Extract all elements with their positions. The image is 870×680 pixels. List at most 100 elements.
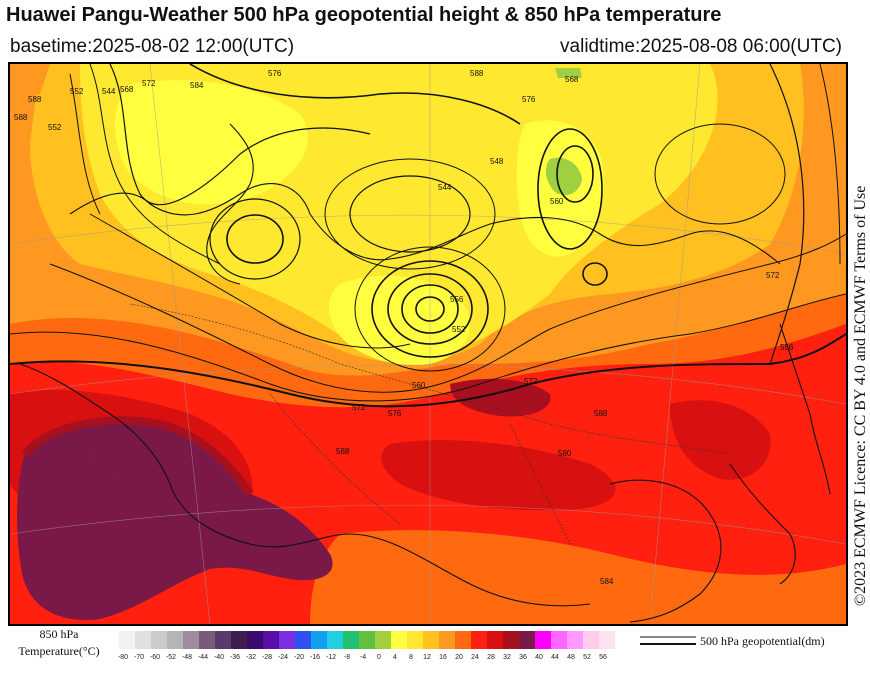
contour-legend-swatch	[640, 636, 696, 645]
validtime-label: validtime:2025-08-08 06:00(UTC)	[560, 36, 842, 57]
temperature-patch-0b	[555, 68, 582, 78]
colorbar-tick-label: -48	[181, 654, 193, 661]
contour-small-cell	[582, 262, 608, 286]
colorbar-tick-label: 40	[535, 654, 543, 661]
colorbar-swatch	[215, 631, 231, 649]
graticule-line	[649, 64, 701, 624]
contour-high-east-inner	[556, 145, 594, 203]
map-canvas: 588 588 568 572 576 584 588 576 568 560 …	[10, 64, 846, 624]
contour-label: 556	[780, 343, 794, 352]
colorbar-swatch	[167, 631, 183, 649]
colorbar-swatch	[135, 631, 151, 649]
colorbar-title-line1: 850 hPa	[39, 627, 79, 641]
contour-north-a	[109, 64, 371, 206]
contour-east-ridge	[769, 64, 805, 365]
colorbar-swatch	[375, 631, 391, 649]
colorbar-title-line2: Temperature(°C)	[18, 644, 100, 658]
colorbar-tick-label: -70	[133, 654, 145, 661]
colorbar-swatch	[567, 631, 583, 649]
geopotential-contours	[10, 64, 846, 408]
coastline	[69, 183, 781, 265]
coastline	[206, 123, 254, 285]
contour-legend-label: 500 hPa geopotential(dm)	[700, 634, 825, 648]
contour-564	[371, 260, 489, 358]
contour-label: 576	[388, 409, 402, 418]
contour-low-west	[209, 198, 301, 280]
colorbar-tick-label: 8	[409, 654, 413, 661]
colorbar-swatch	[359, 631, 375, 649]
colorbar-tick-label: 20	[455, 654, 463, 661]
contour-label: 548	[490, 157, 504, 166]
colorbar-swatch	[535, 631, 551, 649]
contour-label: 584	[600, 577, 614, 586]
contour-584	[10, 293, 846, 402]
contour-label: 568	[120, 85, 134, 94]
contour-north-c	[69, 73, 101, 215]
colorbar-swatch	[151, 631, 167, 649]
contour-label: 544	[438, 183, 452, 192]
colorbar-tick-label: 0	[377, 654, 381, 661]
colorbar-swatch	[231, 631, 247, 649]
colorbar-tick-label: 48	[567, 654, 575, 661]
temperature-patch-24b	[381, 440, 616, 511]
border	[269, 393, 401, 525]
graticule-line	[10, 214, 846, 255]
colorbar-swatch	[247, 631, 263, 649]
graticule-line	[149, 64, 211, 624]
colorbar-tick-label: -28	[261, 654, 273, 661]
contour-556	[401, 284, 459, 334]
colorbar-tick-label: -40	[213, 654, 225, 661]
contour-low-north-inner	[349, 175, 471, 253]
contour-low-north	[324, 158, 496, 270]
contour-label: 576	[268, 69, 282, 78]
colorbar-swatch	[391, 631, 407, 649]
temperature-patch-polar	[10, 64, 50, 104]
contour-north-d	[189, 64, 521, 125]
colorbar-swatch	[599, 631, 615, 649]
colorbar-tick-label: -52	[165, 654, 177, 661]
temperature-patch-24c	[670, 400, 771, 480]
contour-label: 556	[450, 295, 464, 304]
colorbar-tick-label: 32	[503, 654, 511, 661]
colorbar-swatch	[455, 631, 471, 649]
contour-label: 588	[336, 447, 350, 456]
coastline	[729, 463, 796, 585]
colorbar-swatch	[583, 631, 599, 649]
contour-label: 580	[558, 449, 572, 458]
contour-low-west-inner	[226, 214, 284, 264]
colorbar-tick-label: -4	[359, 654, 367, 661]
coastline	[779, 323, 831, 495]
colorbar-tick-label: -12	[325, 654, 337, 661]
contour-label: 588	[594, 409, 608, 418]
colorbar-swatch	[119, 631, 135, 649]
colorbar	[119, 631, 615, 649]
colorbar-tick-label: -60	[149, 654, 161, 661]
chart-title: Huawei Pangu-Weather 500 hPa geopotentia…	[6, 4, 722, 26]
colorbar-tick-label: -16	[309, 654, 321, 661]
contour-north-b	[89, 64, 221, 265]
contour-northeast	[654, 123, 786, 225]
colorbar-swatch	[471, 631, 487, 649]
contour-high-east	[537, 128, 603, 250]
colorbar-tick-label: 44	[551, 654, 559, 661]
colorbar-swatch	[423, 631, 439, 649]
colorbar-swatch	[295, 631, 311, 649]
contour-label: 588	[470, 69, 484, 78]
coastline	[19, 363, 591, 607]
contour-560	[387, 273, 473, 345]
colorbar-tick-label: 36	[519, 654, 527, 661]
basetime-label: basetime:2025-08-02 12:00(UTC)	[10, 36, 295, 57]
colorbar-swatch	[519, 631, 535, 649]
temperature-patch-28	[450, 378, 551, 417]
colorbar-swatch	[551, 631, 567, 649]
license-credit: ©2023 ECMWF Licence: CC BY 4.0 and ECMWF…	[852, 185, 869, 606]
contour-label: 544	[102, 87, 116, 96]
colorbar-swatch	[439, 631, 455, 649]
colorbar-tick-label: -8	[343, 654, 351, 661]
colorbar-tick-label: -20	[293, 654, 305, 661]
borders	[69, 303, 731, 545]
temperature-patch-4a	[115, 80, 308, 205]
colorbar-swatch	[327, 631, 343, 649]
contour-label-group: 588 588 568 572 576 584 588 576 568 560 …	[14, 69, 794, 586]
contour-572	[89, 213, 411, 349]
